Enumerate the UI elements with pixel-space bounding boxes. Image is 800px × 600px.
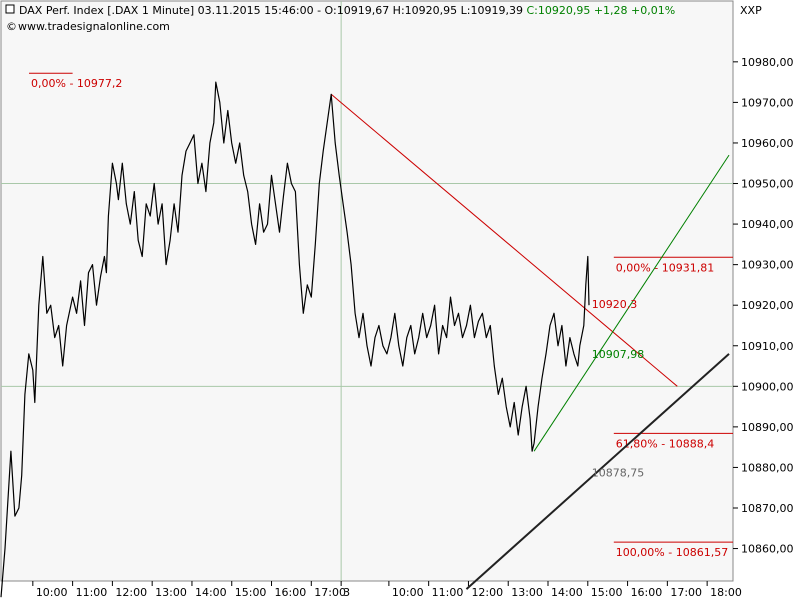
fib-level-label: 100,00% - 10861,57 bbox=[616, 546, 728, 559]
x-tick-label: 15:00 bbox=[235, 586, 267, 599]
x-tick-label: 14:00 bbox=[551, 586, 583, 599]
x-tick-label: 15:00 bbox=[591, 586, 623, 599]
fib-level-label: 0,00% - 10977,2 bbox=[31, 77, 122, 90]
trend-lines bbox=[330, 93, 730, 590]
x-tick-label: 13:00 bbox=[155, 586, 187, 599]
x-tick-label: 14:00 bbox=[195, 586, 227, 599]
y-tick-label: 10940,00 bbox=[741, 218, 794, 231]
x-tick-label: 11:00 bbox=[432, 586, 464, 599]
x-tick-label: 12:00 bbox=[115, 586, 147, 599]
source-link[interactable]: www.tradesignalonline.com bbox=[18, 20, 170, 33]
trend-line-down bbox=[330, 93, 678, 387]
y-tick-label: 10890,00 bbox=[741, 421, 794, 434]
y-tick-label: 10920,00 bbox=[741, 299, 794, 312]
x-tick-label: 17:00 bbox=[670, 586, 702, 599]
x-tick-label: 16:00 bbox=[275, 586, 307, 599]
copyright-icon: © bbox=[6, 20, 17, 33]
y-tick-label: 10960,00 bbox=[741, 137, 794, 150]
header-marker bbox=[5, 4, 15, 14]
y-tick-label: 10880,00 bbox=[741, 461, 794, 474]
x-tick-label: 16:00 bbox=[631, 586, 663, 599]
x-tick-label: 13:00 bbox=[511, 586, 543, 599]
fib-levels: 0,00% - 10977,2 0,00% - 10931,81 61,80% - … bbox=[29, 72, 733, 559]
price-series bbox=[0, 81, 590, 598]
y-tick-label: 10910,00 bbox=[741, 340, 794, 353]
y-tick-label: 10870,00 bbox=[741, 502, 794, 515]
ticker-label: XXP bbox=[740, 4, 762, 17]
trend-line-up bbox=[533, 154, 730, 452]
x-tick-label: 3 bbox=[343, 586, 350, 599]
value-annotation: 10878,75 bbox=[592, 467, 645, 480]
chart-header: DAX Perf. Index [.DAX 1 Minute] 03.11.20… bbox=[5, 4, 762, 33]
y-axis: 10860,00 10870,00 10880,00 10890,00 10900,00… bbox=[733, 56, 794, 556]
price-line bbox=[0, 81, 590, 598]
x-tick-label: 10:00 bbox=[36, 586, 68, 599]
x-tick-label: 17:00 bbox=[314, 586, 346, 599]
x-tick-label: 18:00 bbox=[710, 586, 742, 599]
header-change: C:10920,95 +1,28 +0,01% bbox=[526, 4, 675, 17]
value-annotation: 10907,98 bbox=[592, 348, 645, 361]
x-tick-label: 11:00 bbox=[76, 586, 108, 599]
y-tick-label: 10930,00 bbox=[741, 259, 794, 272]
y-tick-label: 10970,00 bbox=[741, 96, 794, 109]
grid-lines bbox=[1, 1, 733, 581]
header-instrument: DAX Perf. Index [.DAX 1 Minute] 03.11.20… bbox=[19, 4, 675, 17]
fib-level-label: 61,80% - 10888,4 bbox=[616, 437, 714, 450]
x-tick-label: 10:00 bbox=[392, 586, 424, 599]
y-tick-label: 10900,00 bbox=[741, 380, 794, 393]
y-tick-label: 10980,00 bbox=[741, 56, 794, 69]
value-annotation: 10920,3 bbox=[592, 298, 638, 311]
x-axis: 10:00 11:00 12:00 13:00 14:00 15:00 16:00 17:00… bbox=[32, 581, 742, 599]
trend-line-long bbox=[465, 353, 730, 590]
y-tick-label: 10950,00 bbox=[741, 178, 794, 191]
fib-level-label: 0,00% - 10931,81 bbox=[616, 261, 714, 274]
plot-area bbox=[0, 0, 734, 582]
x-tick-label: 12:00 bbox=[471, 586, 503, 599]
y-tick-label: 10860,00 bbox=[741, 543, 794, 556]
annotations: 10920,3 10907,98 10878,75 bbox=[592, 298, 645, 480]
